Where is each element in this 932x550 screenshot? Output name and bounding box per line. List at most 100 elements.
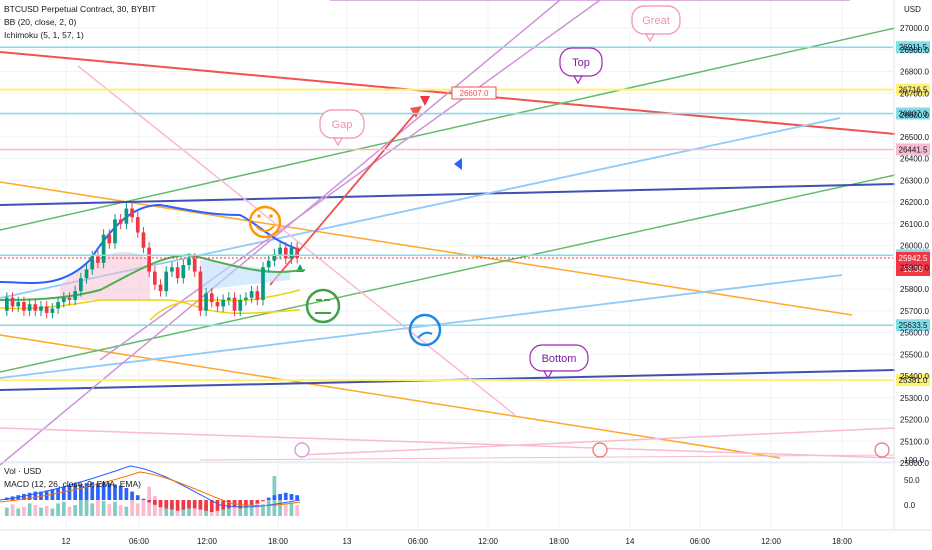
macd-histogram-bar <box>187 500 191 509</box>
candle <box>5 297 9 311</box>
left-arrow-marker <box>454 158 462 170</box>
volume-bar <box>61 501 66 516</box>
trend-line <box>77 65 516 416</box>
price-tick: 25700.0 <box>900 307 929 316</box>
volume-bar <box>135 503 140 516</box>
volume-bar <box>181 505 186 516</box>
price-tick: 26500.0 <box>900 133 929 142</box>
price-tick: 25600.0 <box>900 329 929 338</box>
price-tick: 26100.0 <box>900 220 929 229</box>
macd-histogram-bar <box>170 500 174 510</box>
emoji-annotations[interactable] <box>248 205 890 458</box>
volume-bar <box>5 507 9 516</box>
candle <box>198 271 203 311</box>
price-label-box <box>896 143 930 156</box>
callout-annotations[interactable]: Great Top Gap Bottom 26607.0 <box>319 5 681 380</box>
candlestick-series[interactable] <box>5 203 299 319</box>
candle <box>261 267 265 300</box>
legend-symbol[interactable]: BTCUSD Perpetual Contract, 30, BYBIT <box>4 4 156 14</box>
candle <box>90 256 95 270</box>
happy-face-icon <box>248 205 282 239</box>
candle <box>278 247 282 255</box>
macd-histogram-bar <box>107 483 112 500</box>
macd-line <box>0 465 301 508</box>
price-label-box <box>896 83 930 96</box>
volume-bar <box>283 503 288 516</box>
time-tick: 12:00 <box>197 537 218 546</box>
callout-bubble <box>631 5 681 35</box>
volume-bar <box>50 508 55 516</box>
volume-bar <box>278 499 282 516</box>
volume-bar <box>56 503 60 516</box>
candle <box>181 265 186 279</box>
indicator-tick: 100.0 <box>904 456 925 465</box>
macd-histogram-bar <box>73 484 77 500</box>
macd-histogram-bar <box>192 500 197 509</box>
candle <box>289 247 294 259</box>
volume-bar <box>39 507 43 516</box>
macd-histogram-bar <box>204 500 208 511</box>
horizontal-price-lines[interactable]: 26911.526716.526607.026441.525955.025633… <box>0 41 930 387</box>
price-label-box <box>896 374 930 387</box>
price-tick: 25500.0 <box>900 350 929 359</box>
legend-bollinger[interactable]: BB (20, close, 2, 0) <box>4 17 77 27</box>
price-label-box <box>896 319 930 332</box>
legend-macd[interactable]: MACD (12, 26, close, 9, EMA, EMA) <box>4 479 141 489</box>
candle <box>61 297 66 303</box>
macd-histogram-bar <box>215 500 220 511</box>
price-tick: 27000.0 <box>900 24 929 33</box>
macd-histogram-bar <box>67 485 72 500</box>
volume-bar <box>187 503 191 516</box>
volume-bar <box>96 497 100 516</box>
candle <box>232 297 237 311</box>
macd-histogram-bar <box>198 500 203 510</box>
legend-volume[interactable]: Vol · USD <box>4 466 42 476</box>
trend-line <box>299 427 896 456</box>
callout-text: Top <box>572 57 590 69</box>
indicator-tick: 0.0 <box>904 501 916 510</box>
candle <box>130 208 134 218</box>
price-tick: 25900.0 <box>900 263 929 272</box>
time-tick: 14 <box>626 537 635 546</box>
candle <box>124 208 129 224</box>
volume-bar <box>73 505 77 516</box>
last-price-value: 25942.5 <box>899 254 928 263</box>
macd-histogram-bar <box>209 500 214 512</box>
price-tick: 26800.0 <box>900 68 929 77</box>
indicator-panel[interactable]: 100.0 50.0 0.0 <box>0 456 932 516</box>
trend-line <box>99 0 601 361</box>
price-label-box <box>896 107 930 120</box>
price-label-box <box>896 41 930 54</box>
sad-face-icon <box>408 313 442 347</box>
price-tick: 25100.0 <box>900 437 929 446</box>
price-axis[interactable]: USD27000.026900.026800.026700.026600.026… <box>893 0 929 530</box>
time-axis[interactable]: 12 06:00 12:00 18:00 13 06:00 12:00 18:00 14 06:0… <box>0 529 932 546</box>
candle <box>272 254 277 261</box>
volume-bar <box>10 504 15 516</box>
neutral-face-icon <box>305 288 341 324</box>
price-label: 26911.5 <box>899 43 928 52</box>
candle <box>192 258 197 272</box>
candle <box>238 299 243 311</box>
candle <box>107 234 112 244</box>
legend-ichimoku[interactable]: Ichimoku (5, 1, 57, 1) <box>4 30 84 40</box>
macd-histogram-bar <box>295 495 299 500</box>
price-tick: 26700.0 <box>900 89 929 98</box>
price-tick: 25200.0 <box>900 416 929 425</box>
flag-event-icon <box>592 442 608 458</box>
candle <box>33 304 38 311</box>
sad-face-mouth <box>417 331 433 339</box>
macd-histogram-bar <box>79 484 83 500</box>
trend-line <box>0 0 561 466</box>
volume-bar <box>22 506 26 516</box>
time-tick: 12:00 <box>761 537 782 546</box>
volume-bar <box>289 502 294 516</box>
time-tick: 06:00 <box>129 537 150 546</box>
macd-histogram-bar <box>39 491 43 500</box>
candle <box>283 247 288 259</box>
volume-bar <box>255 501 260 516</box>
candle <box>295 247 299 259</box>
trend-line-drawings[interactable] <box>0 0 896 466</box>
time-tick: 18:00 <box>549 537 570 546</box>
